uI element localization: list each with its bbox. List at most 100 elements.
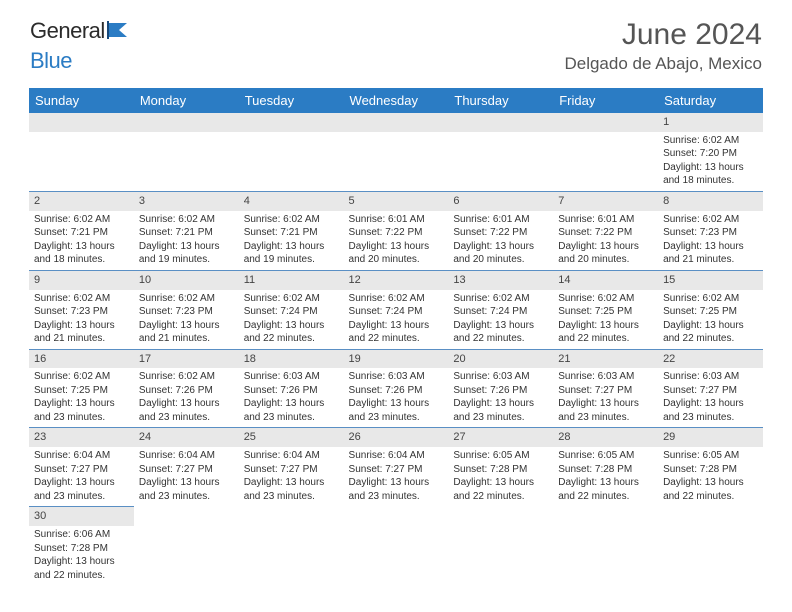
calendar-cell: 29Sunrise: 6:05 AMSunset: 7:28 PMDayligh… <box>658 427 763 506</box>
sunset-text: Sunset: 7:27 PM <box>139 463 234 477</box>
daylight-line2: and 23 minutes. <box>558 411 653 425</box>
sunset-text: Sunset: 7:27 PM <box>349 463 444 477</box>
sunrise-text: Sunrise: 6:03 AM <box>453 370 548 384</box>
calendar-cell: 12Sunrise: 6:02 AMSunset: 7:24 PMDayligh… <box>344 270 449 349</box>
daylight-line2: and 23 minutes. <box>453 411 548 425</box>
calendar-cell: 5Sunrise: 6:01 AMSunset: 7:22 PMDaylight… <box>344 191 449 270</box>
day-number: 21 <box>553 349 658 369</box>
location-label: Delgado de Abajo, Mexico <box>564 54 762 74</box>
daylight-line2: and 20 minutes. <box>453 253 548 267</box>
day-number: 22 <box>658 349 763 369</box>
day-body: Sunrise: 6:03 AMSunset: 7:26 PMDaylight:… <box>239 368 344 427</box>
daylight-line2: and 22 minutes. <box>244 332 339 346</box>
sunrise-text: Sunrise: 6:02 AM <box>558 292 653 306</box>
col-tuesday: Tuesday <box>239 88 344 113</box>
calendar-cell: 24Sunrise: 6:04 AMSunset: 7:27 PMDayligh… <box>134 427 239 506</box>
daylight-line2: and 23 minutes. <box>349 411 444 425</box>
daylight-line2: and 18 minutes. <box>34 253 129 267</box>
daylight-line2: and 23 minutes. <box>349 490 444 504</box>
day-number: 9 <box>29 270 134 290</box>
calendar-row: 23Sunrise: 6:04 AMSunset: 7:27 PMDayligh… <box>29 427 763 506</box>
day-body: Sunrise: 6:02 AMSunset: 7:23 PMDaylight:… <box>658 211 763 270</box>
daylight-line1: Daylight: 13 hours <box>558 319 653 333</box>
day-number: 15 <box>658 270 763 290</box>
daylight-line2: and 22 minutes. <box>453 490 548 504</box>
sunset-text: Sunset: 7:26 PM <box>349 384 444 398</box>
day-body: Sunrise: 6:03 AMSunset: 7:27 PMDaylight:… <box>658 368 763 427</box>
daylight-line1: Daylight: 13 hours <box>34 319 129 333</box>
calendar-cell <box>239 506 344 585</box>
daylight-line1: Daylight: 13 hours <box>244 240 339 254</box>
day-header-row: Sunday Monday Tuesday Wednesday Thursday… <box>29 88 763 113</box>
daylight-line1: Daylight: 13 hours <box>663 476 758 490</box>
daylight-line2: and 22 minutes. <box>34 569 129 583</box>
daylight-line1: Daylight: 13 hours <box>244 476 339 490</box>
sunset-text: Sunset: 7:23 PM <box>663 226 758 240</box>
day-number: 30 <box>29 506 134 526</box>
daylight-line1: Daylight: 13 hours <box>349 397 444 411</box>
daylight-line2: and 22 minutes. <box>558 490 653 504</box>
daylight-line2: and 22 minutes. <box>558 332 653 346</box>
calendar-cell: 14Sunrise: 6:02 AMSunset: 7:25 PMDayligh… <box>553 270 658 349</box>
header: General June 2024 Delgado de Abajo, Mexi… <box>0 0 792 82</box>
sunset-text: Sunset: 7:27 PM <box>558 384 653 398</box>
calendar-cell: 30Sunrise: 6:06 AMSunset: 7:28 PMDayligh… <box>29 506 134 585</box>
sunrise-text: Sunrise: 6:03 AM <box>558 370 653 384</box>
daylight-line1: Daylight: 13 hours <box>663 397 758 411</box>
sunrise-text: Sunrise: 6:02 AM <box>34 370 129 384</box>
day-number: 28 <box>553 427 658 447</box>
sunrise-text: Sunrise: 6:05 AM <box>558 449 653 463</box>
calendar-cell <box>344 506 449 585</box>
daylight-line2: and 20 minutes. <box>558 253 653 267</box>
logo-text-1: General <box>30 18 105 44</box>
daylight-line1: Daylight: 13 hours <box>558 476 653 490</box>
day-number: 5 <box>344 191 449 211</box>
sunset-text: Sunset: 7:23 PM <box>34 305 129 319</box>
day-number: 6 <box>448 191 553 211</box>
daylight-line1: Daylight: 13 hours <box>453 397 548 411</box>
daylight-line2: and 22 minutes. <box>663 332 758 346</box>
calendar-cell: 10Sunrise: 6:02 AMSunset: 7:23 PMDayligh… <box>134 270 239 349</box>
day-number: 11 <box>239 270 344 290</box>
sunset-text: Sunset: 7:26 PM <box>244 384 339 398</box>
daylight-line2: and 19 minutes. <box>244 253 339 267</box>
day-body: Sunrise: 6:02 AMSunset: 7:26 PMDaylight:… <box>134 368 239 427</box>
day-number: 14 <box>553 270 658 290</box>
day-body: Sunrise: 6:01 AMSunset: 7:22 PMDaylight:… <box>553 211 658 270</box>
daylight-line1: Daylight: 13 hours <box>349 476 444 490</box>
sunrise-text: Sunrise: 6:01 AM <box>453 213 548 227</box>
day-number: 19 <box>344 349 449 369</box>
day-body: Sunrise: 6:04 AMSunset: 7:27 PMDaylight:… <box>239 447 344 506</box>
col-sunday: Sunday <box>29 88 134 113</box>
day-number-empty <box>239 113 344 132</box>
daylight-line2: and 23 minutes. <box>139 490 234 504</box>
daylight-line2: and 22 minutes. <box>663 490 758 504</box>
calendar-row: 9Sunrise: 6:02 AMSunset: 7:23 PMDaylight… <box>29 270 763 349</box>
calendar-cell: 16Sunrise: 6:02 AMSunset: 7:25 PMDayligh… <box>29 349 134 428</box>
daylight-line1: Daylight: 13 hours <box>453 319 548 333</box>
col-saturday: Saturday <box>658 88 763 113</box>
sunrise-text: Sunrise: 6:02 AM <box>663 292 758 306</box>
sunrise-text: Sunrise: 6:02 AM <box>244 213 339 227</box>
daylight-line1: Daylight: 13 hours <box>663 319 758 333</box>
calendar-cell <box>553 113 658 191</box>
daylight-line1: Daylight: 13 hours <box>663 240 758 254</box>
sunset-text: Sunset: 7:24 PM <box>453 305 548 319</box>
sunset-text: Sunset: 7:25 PM <box>663 305 758 319</box>
sunrise-text: Sunrise: 6:04 AM <box>139 449 234 463</box>
daylight-line1: Daylight: 13 hours <box>244 397 339 411</box>
day-body: Sunrise: 6:06 AMSunset: 7:28 PMDaylight:… <box>29 526 134 585</box>
calendar-cell: 8Sunrise: 6:02 AMSunset: 7:23 PMDaylight… <box>658 191 763 270</box>
sunrise-text: Sunrise: 6:02 AM <box>349 292 444 306</box>
day-body: Sunrise: 6:02 AMSunset: 7:21 PMDaylight:… <box>134 211 239 270</box>
daylight-line1: Daylight: 13 hours <box>139 319 234 333</box>
sunrise-text: Sunrise: 6:02 AM <box>663 134 758 148</box>
daylight-line1: Daylight: 13 hours <box>34 397 129 411</box>
calendar-cell: 28Sunrise: 6:05 AMSunset: 7:28 PMDayligh… <box>553 427 658 506</box>
day-number: 25 <box>239 427 344 447</box>
day-number: 10 <box>134 270 239 290</box>
daylight-line1: Daylight: 13 hours <box>34 240 129 254</box>
sunset-text: Sunset: 7:27 PM <box>244 463 339 477</box>
calendar-cell: 17Sunrise: 6:02 AMSunset: 7:26 PMDayligh… <box>134 349 239 428</box>
daylight-line2: and 23 minutes. <box>139 411 234 425</box>
